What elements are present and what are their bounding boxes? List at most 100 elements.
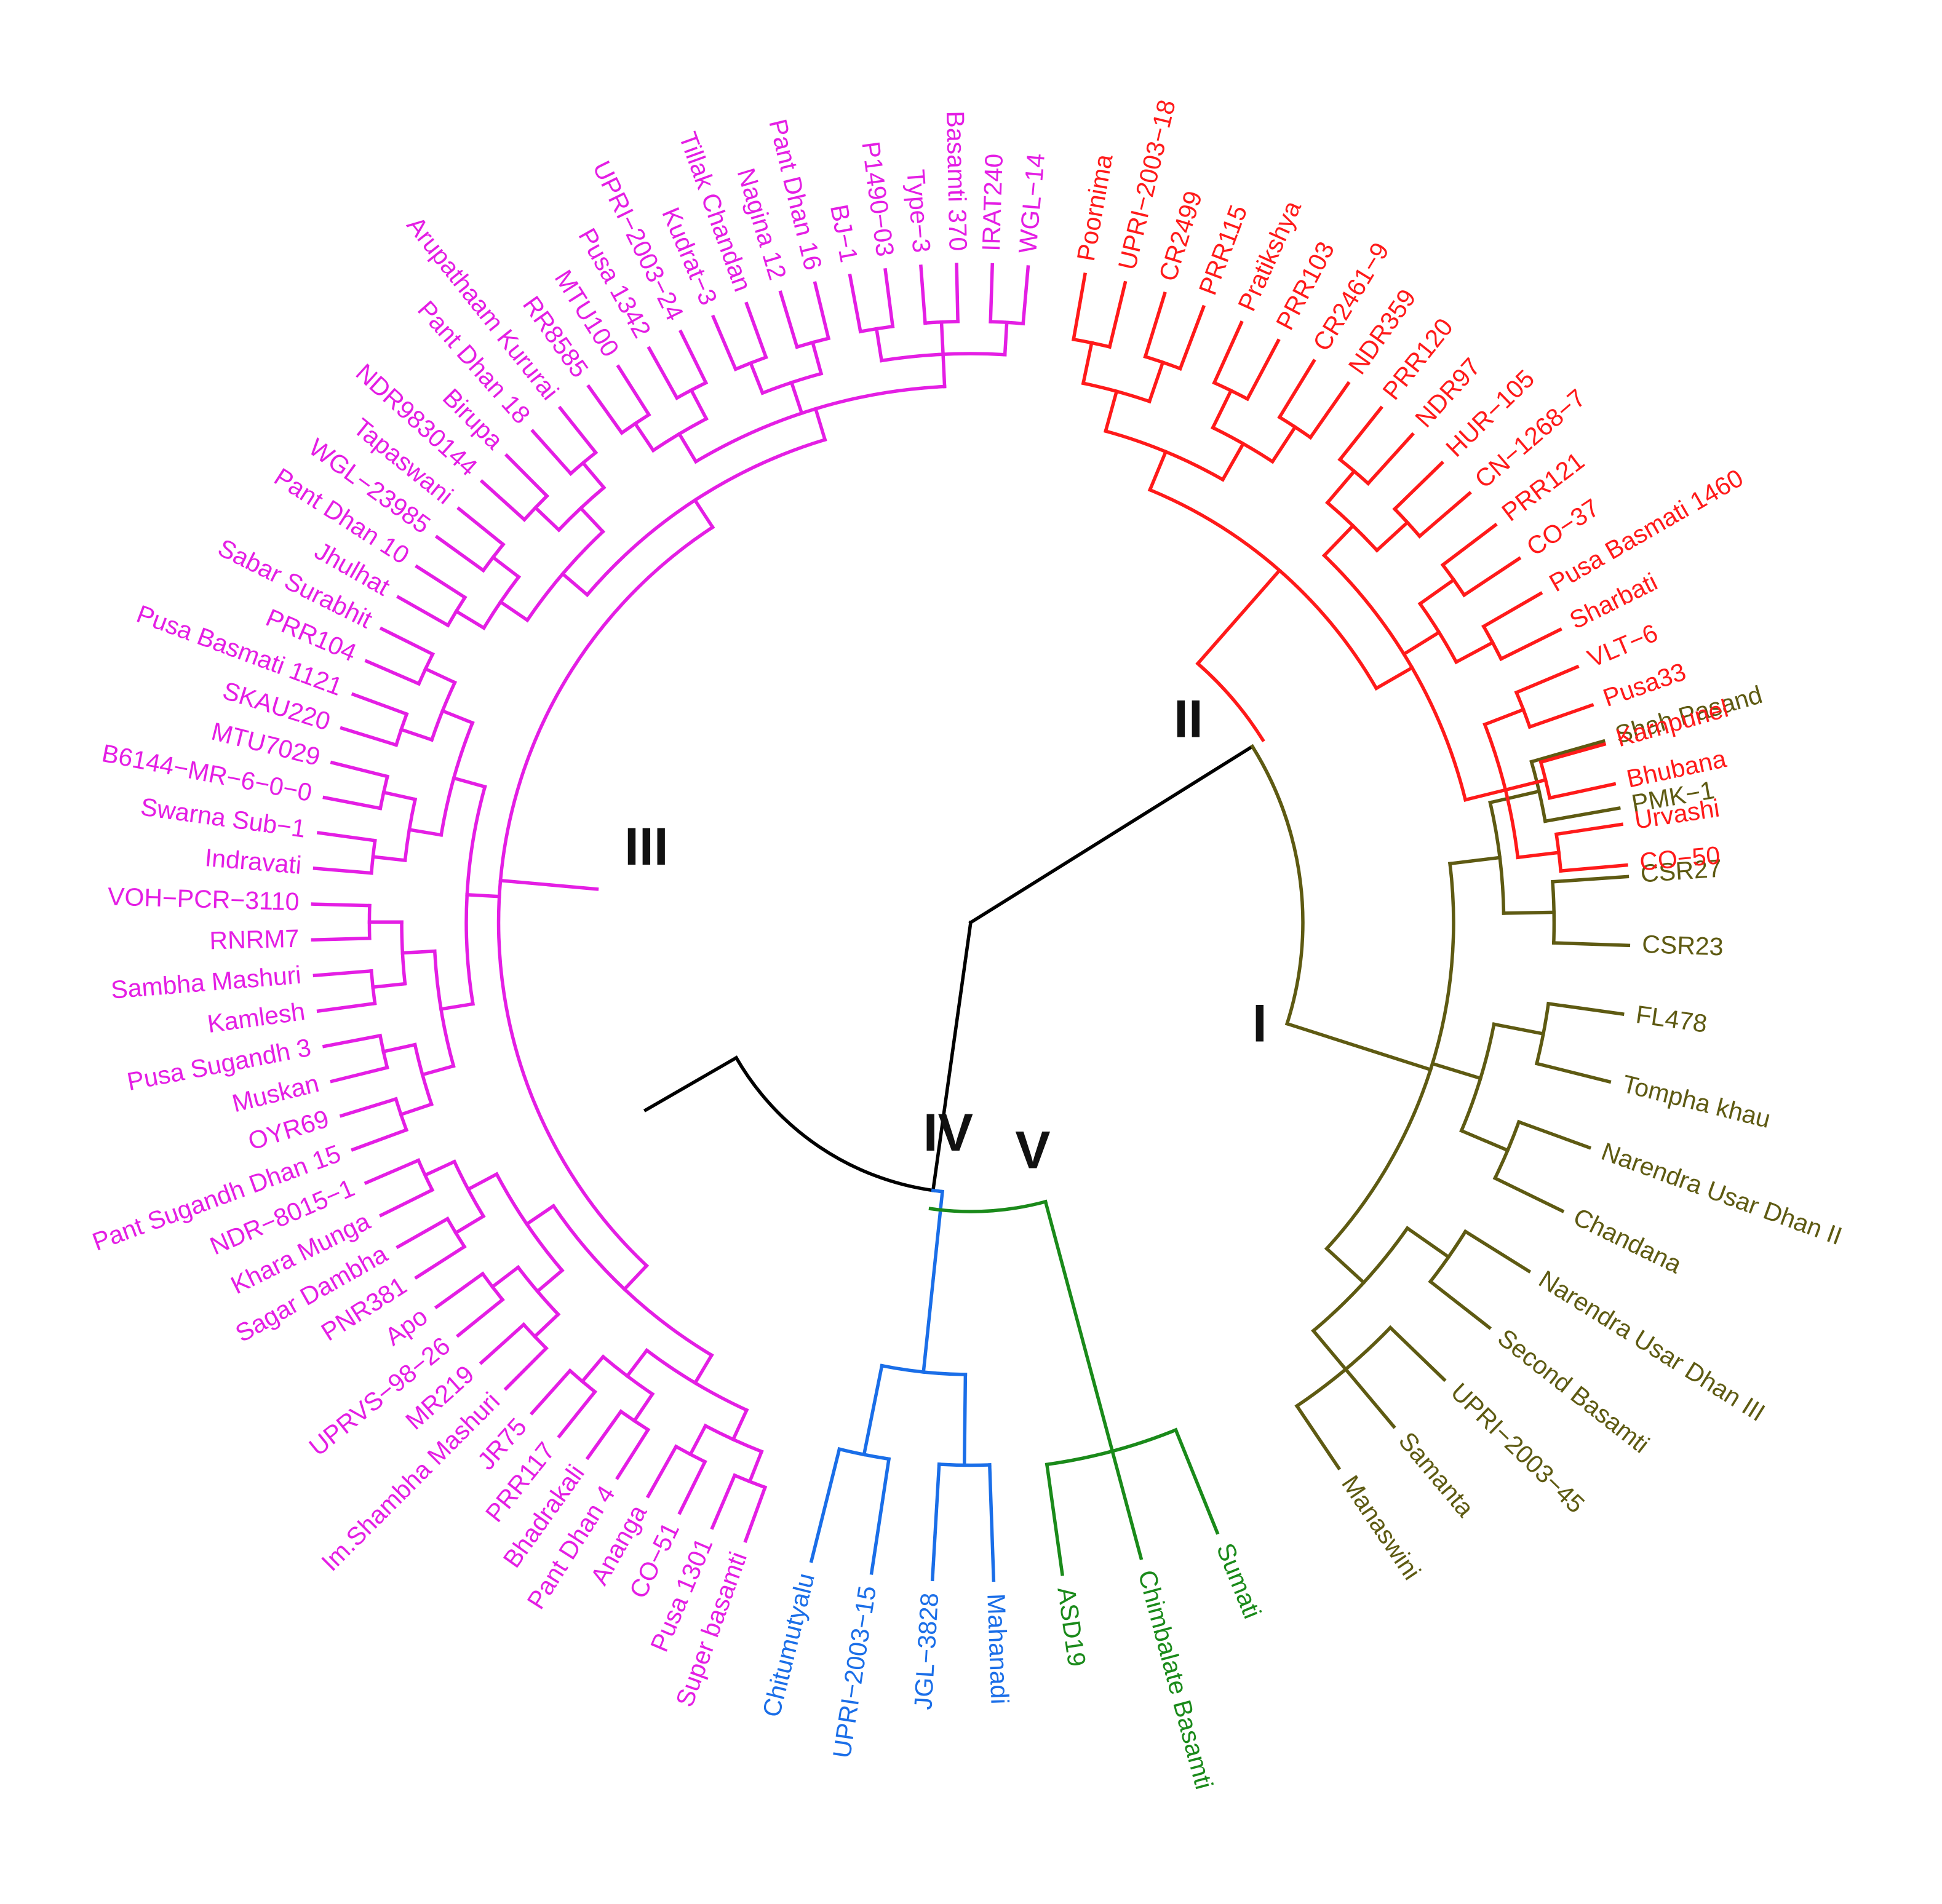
branch-radial [456,1297,505,1338]
branch-radial [874,327,884,363]
branch-radial [692,498,715,530]
branch-radial [423,1159,457,1178]
branch-radial [316,831,377,843]
tip-label: CSR23 [1642,930,1724,961]
branch-radial [414,1244,467,1280]
cluster-arc-IV [931,1188,945,1194]
branch-radial [1554,822,1624,836]
cluster-stem [498,878,599,891]
branch-radial [453,609,487,630]
branch-radial [1107,280,1128,349]
branch-radial [622,1263,650,1292]
cluster-stem [1195,568,1282,666]
branch-radial [941,352,947,389]
branch-radial [532,1312,561,1339]
branch-radial [688,1423,708,1457]
branch-radial [490,555,522,579]
branch-radial [1527,703,1594,729]
branch-radial [1366,432,1415,486]
tree-branches [311,263,1631,1582]
branch-radial [396,595,451,628]
cluster-arc-II [1195,661,1265,742]
branch-radial [1543,806,1621,823]
branch-radial [1110,1449,1144,1560]
branch-radial [962,1373,968,1467]
branch-radial [1401,630,1442,657]
tip-label: VOH−PCR−3110 [107,883,300,916]
branch-radial [710,1473,737,1530]
branch-radial [1428,1279,1492,1330]
branch-radial [930,1462,941,1582]
cluster-stem [1284,1021,1433,1072]
branch-radial [1104,389,1119,434]
tip-label: Chitumutyalu [757,1570,821,1720]
branch-radial [465,892,501,898]
cluster-label-II: II [1174,689,1203,748]
branch-radial [330,1065,389,1084]
tip-label: Samanta [1393,1427,1480,1522]
branch-radial [1448,855,1502,866]
branch-radial [1003,320,1009,357]
branch-radial [466,1172,499,1192]
branch-radial [322,795,383,811]
root-branch-lower [931,920,973,1192]
branch-radial [1463,788,1508,802]
branch-radial [1072,272,1087,341]
branch-radial [339,1097,399,1118]
branch-radial [1559,863,1628,873]
branch-arc [496,525,715,1268]
branch-radial [1405,1226,1451,1259]
tip-label: Poornima [1072,152,1118,263]
branch-radial [1021,265,1030,326]
branch-radial [399,1102,434,1117]
branch-radial [396,1216,450,1250]
branch-radial [1459,1128,1510,1153]
branch-radial [371,982,407,990]
branch-radial [1534,1061,1612,1084]
tip-label: Manaswini [1336,1470,1426,1585]
branch-radial [1277,359,1316,420]
branch-radial [434,534,486,573]
branch-radial [1337,405,1383,462]
branch-radial [322,1033,383,1049]
branch-radial [1463,1229,1532,1274]
tip-label: CR2499 [1153,188,1208,284]
branch-radial [585,1409,624,1461]
branch-radial [580,460,607,490]
branch-radial [645,1444,679,1499]
branch-radial [311,902,372,908]
branch-radial [813,281,831,341]
branch-radial [1492,1022,1546,1036]
branch-radial [1270,424,1298,464]
tip-label: Sumati [1211,1539,1267,1623]
tip-label: CSR27 [1639,854,1722,887]
branch-radial [677,431,698,464]
branch-radial [693,1352,714,1386]
branch-radial [312,867,373,875]
branch-radial [452,775,487,789]
branch-radial [316,1001,377,1013]
branch-radial [862,1363,884,1457]
branch-radial [743,1485,768,1544]
branch-radial [1551,875,1630,884]
branch-radial [1220,441,1246,482]
branch-radial [1488,789,1542,805]
cluster-label-V: V [1015,1121,1050,1180]
branch-radial [578,506,605,534]
tip-label: IRAT240 [977,153,1008,252]
branch-radial [533,505,562,533]
branch-radial [1321,523,1356,558]
branch-radial [1440,523,1498,568]
tip-label: Basamti 370 [941,111,973,252]
branch-radial [371,855,407,862]
tip-label: UPRI−2003−15 [827,1584,881,1760]
branch-radial [778,290,800,349]
branch-radial [439,1002,475,1012]
cluster-label-I: I [1252,994,1267,1053]
branch-radial [1498,627,1562,662]
tip-label: Chandana [1569,1202,1686,1279]
branch-radial [1482,707,1526,727]
branch-radial [1430,1061,1483,1081]
cluster-stem [921,1189,945,1374]
branch-radial [1211,388,1233,430]
